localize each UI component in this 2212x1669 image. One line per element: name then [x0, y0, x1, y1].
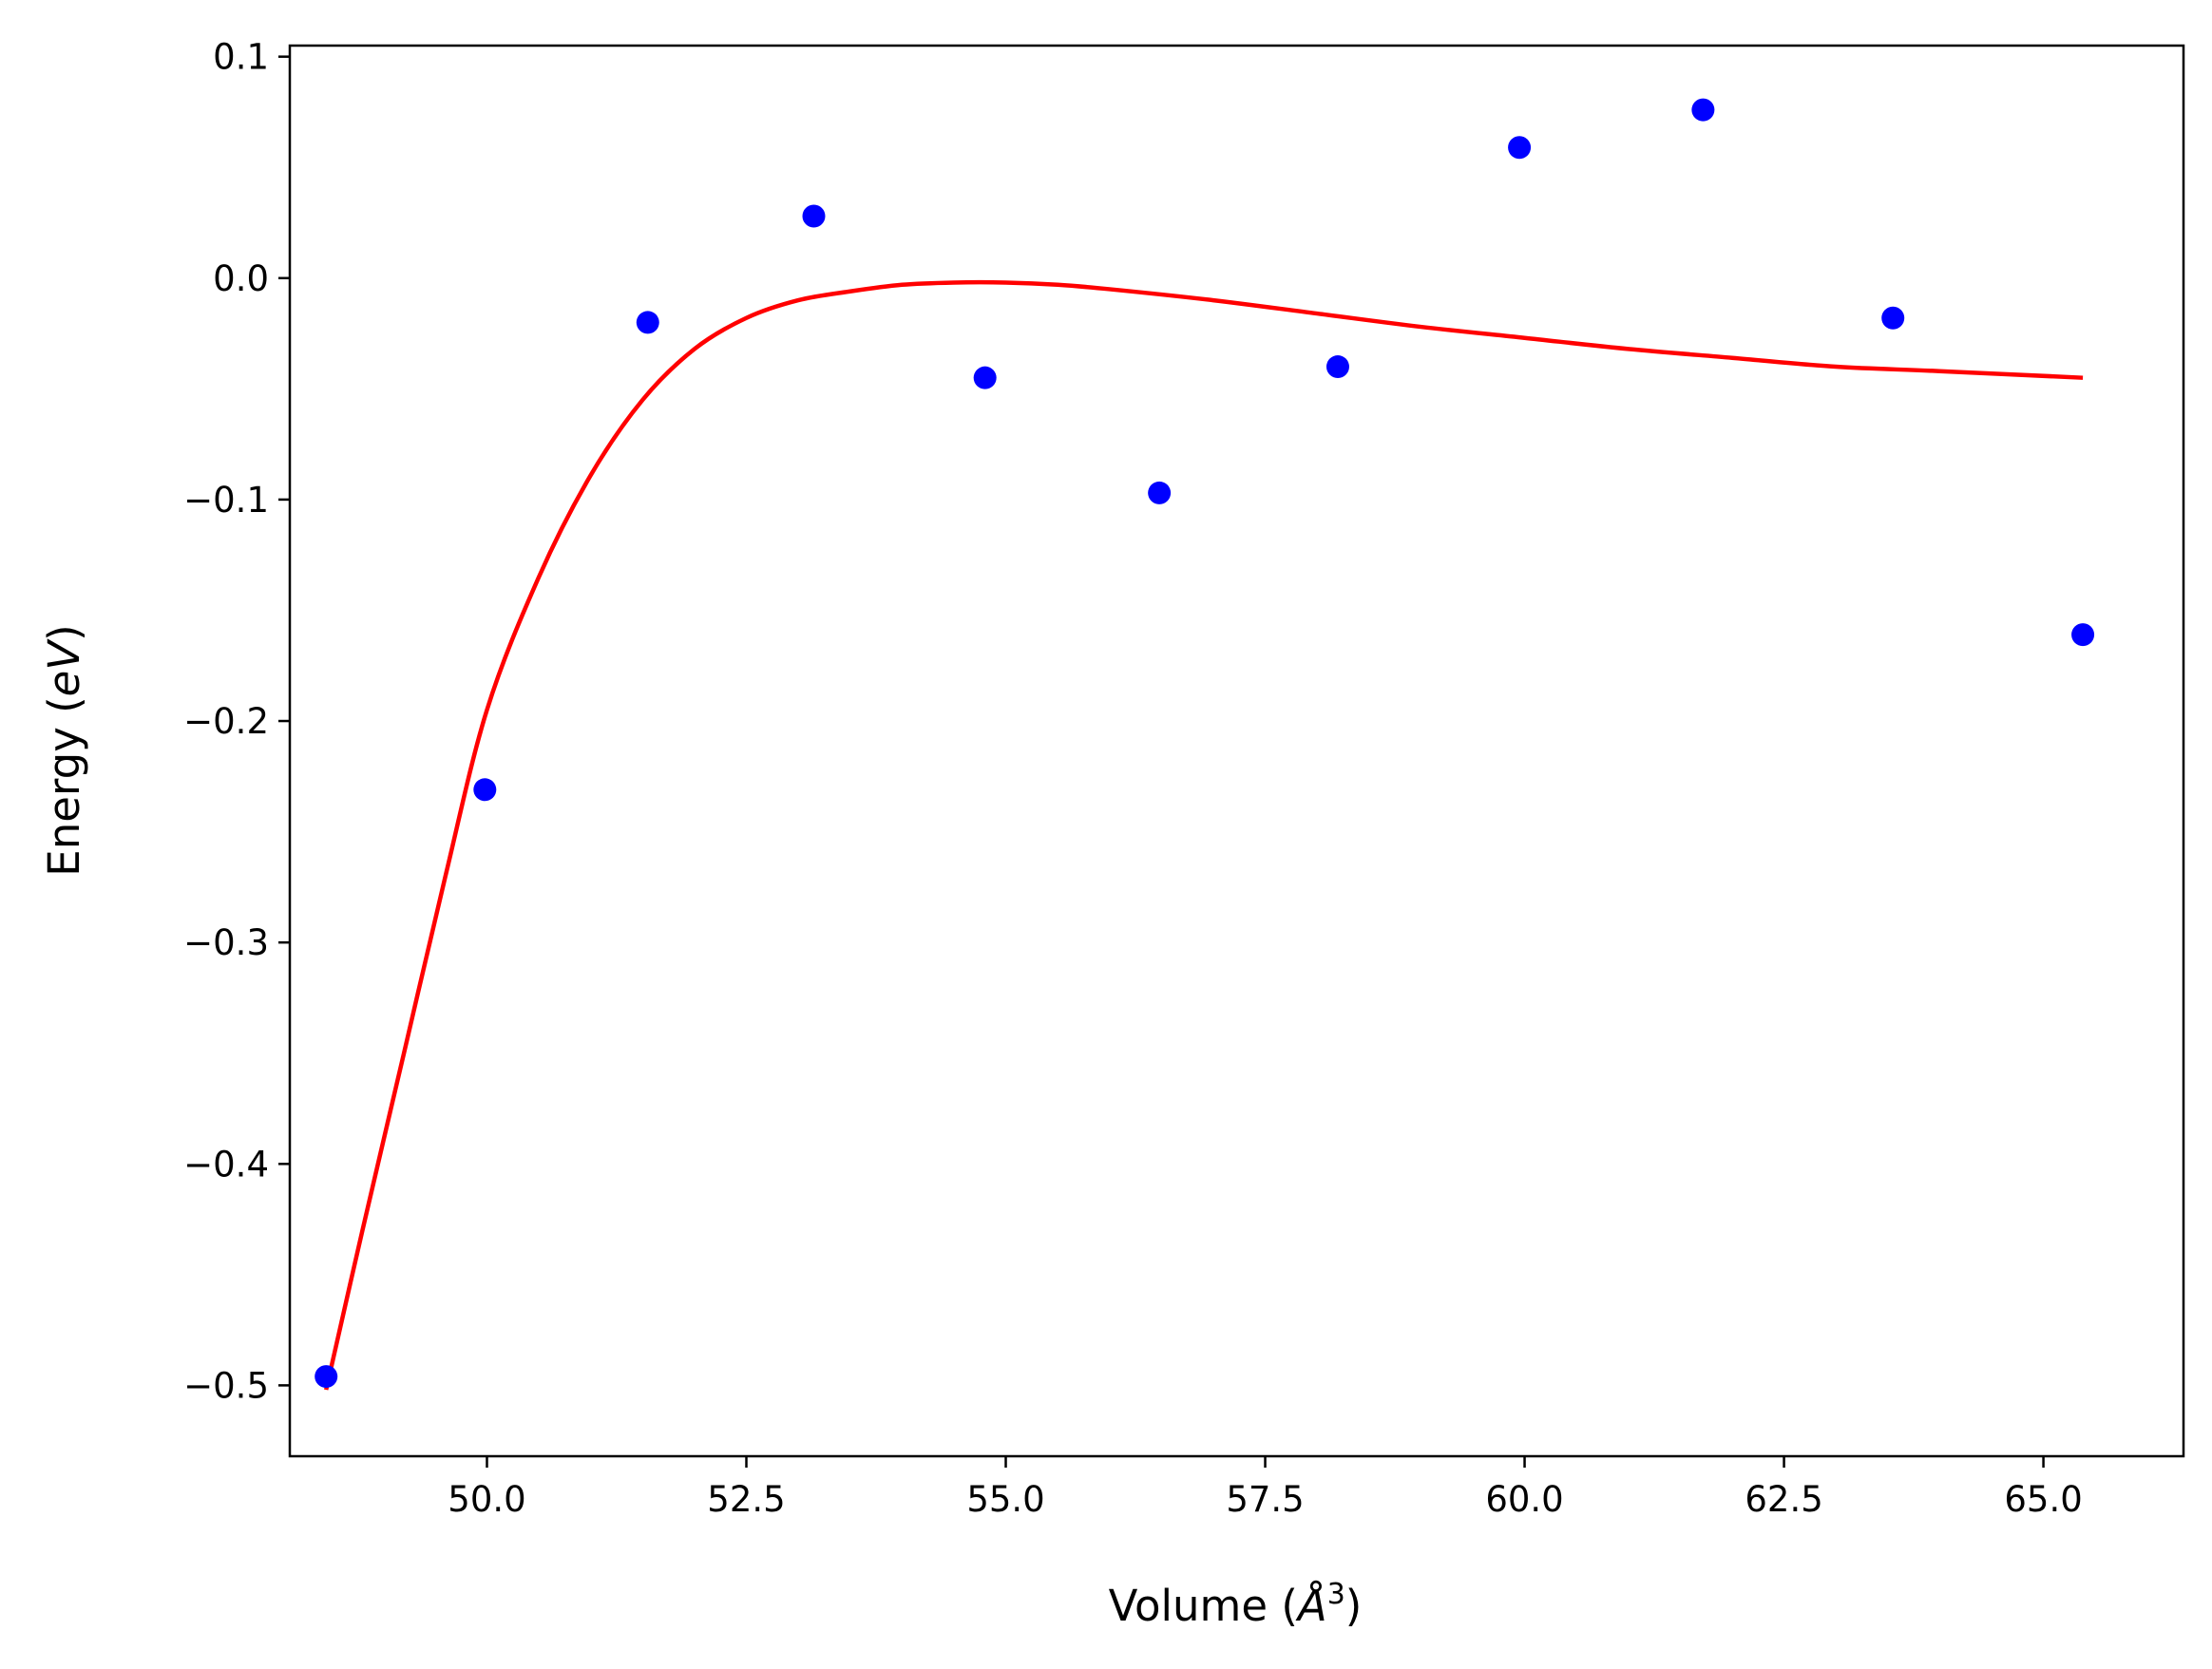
y-axis-ticks: 0.1 0.0 −0.1 −0.2 −0.3 −0.4 −0.5 [183, 37, 290, 1406]
x-tick-label: 52.5 [707, 1479, 785, 1520]
data-point [473, 778, 497, 802]
plot-background [290, 46, 2183, 1456]
x-tick-label: 55.0 [966, 1479, 1044, 1520]
x-axis-label-unit: Å [1295, 1581, 1327, 1631]
x-axis-label-exponent: 3 [1327, 1578, 1345, 1611]
y-axis-label: Energy (eV) [39, 624, 89, 876]
fit-curve [324, 279, 2084, 1391]
x-axis-label-prefix: Volume ( [1109, 1581, 1298, 1631]
x-tick-label: 57.5 [1226, 1479, 1304, 1520]
x-axis-ticks: 50.0 52.5 55.0 57.5 60.0 62.5 65.0 [448, 1456, 2083, 1520]
data-point [636, 311, 659, 334]
y-tick-label: −0.5 [183, 1365, 269, 1406]
y-tick-label: −0.2 [183, 701, 269, 742]
y-tick-label: 0.0 [213, 258, 269, 299]
data-point [1508, 136, 1532, 160]
data-point [973, 366, 997, 389]
data-point [802, 204, 826, 228]
x-axis-label: Volume (Å3) [1109, 1578, 1363, 1631]
x-tick-label: 62.5 [1745, 1479, 1822, 1520]
x-tick-label: 60.0 [1485, 1479, 1563, 1520]
data-point [315, 1365, 338, 1389]
y-tick-label: −0.3 [183, 922, 269, 963]
x-tick-label: 50.0 [448, 1479, 525, 1520]
fit-curve-layer [324, 279, 2084, 1391]
y-axis-label-prefix: Energy ( [39, 696, 89, 876]
x-tick-label: 65.0 [2004, 1479, 2082, 1520]
plot-frame [288, 44, 2185, 1458]
data-points-layer [315, 98, 2095, 1389]
y-tick-label: 0.1 [213, 37, 269, 78]
y-tick-label: −0.1 [183, 480, 269, 521]
data-point [1325, 355, 1349, 379]
x-axis-label-suffix: ) [1345, 1581, 1363, 1631]
y-axis-label-unit: eV [39, 638, 89, 697]
data-point [1691, 98, 1715, 122]
data-point [1148, 481, 1172, 504]
data-point [1881, 306, 1905, 330]
y-tick-label: −0.4 [183, 1144, 269, 1185]
data-point [2071, 623, 2095, 647]
y-axis-label-suffix: ) [39, 624, 89, 641]
